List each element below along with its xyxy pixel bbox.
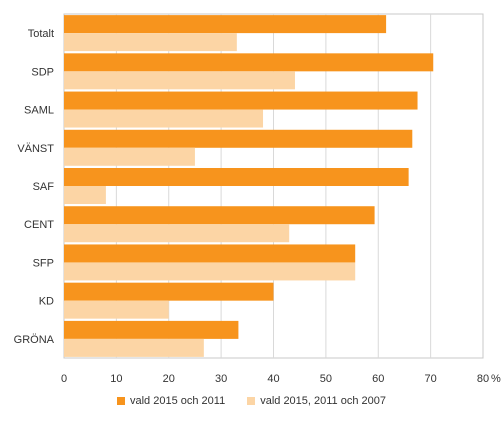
category-label-sdp: SDP: [31, 66, 54, 78]
legend: vald 2015 och 2011 vald 2015, 2011 och 2…: [0, 395, 503, 407]
bar-sdp-series-2: [64, 71, 295, 90]
category-label-vänst: VÄNST: [17, 143, 54, 155]
bar-saf-series-2: [64, 186, 106, 204]
bar-sfp-series-1: [64, 244, 356, 263]
bar-kd-series-1: [64, 282, 274, 301]
category-label-cent: CENT: [24, 219, 54, 231]
bar-vänst-series-2: [64, 147, 195, 166]
x-tick-label-40: 40: [267, 373, 279, 385]
bar-cent-series-1: [64, 206, 375, 225]
bar-vänst-series-1: [64, 129, 413, 148]
legend-swatch-series-1: [116, 397, 125, 405]
bar-sdp-series-1: [64, 53, 434, 72]
bar-saml-series-2: [64, 109, 264, 128]
x-tick-label-60: 60: [372, 373, 384, 385]
bar-sfp-series-2: [64, 262, 356, 281]
bars: [64, 15, 434, 357]
legend-swatch-series-2: [247, 397, 256, 405]
x-tick-label-70: 70: [425, 373, 437, 385]
bar-saml-series-1: [64, 91, 418, 110]
legend-label-series-2: vald 2015, 2011 och 2007: [260, 395, 386, 407]
category-label-saf: SAF: [33, 181, 55, 193]
category-label-sfp: SFP: [33, 257, 54, 269]
category-label-saml: SAML: [24, 105, 54, 117]
bar-kd-series-2: [64, 300, 169, 319]
x-tick-label-10: 10: [110, 373, 122, 385]
bar-gröna-series-1: [64, 320, 239, 339]
x-tick-label-20: 20: [163, 373, 175, 385]
x-tick-label-0: 0: [61, 373, 67, 385]
legend-item-series-1: vald 2015 och 2011: [116, 395, 226, 407]
bar-saf-series-1: [64, 168, 409, 186]
x-tick-label-50: 50: [320, 373, 332, 385]
x-tick-label-30: 30: [215, 373, 227, 385]
bar-totalt-series-2: [64, 33, 237, 52]
category-label-totalt: Totalt: [28, 28, 54, 40]
x-tick-label-80: 80: [477, 373, 489, 385]
bar-cent-series-2: [64, 224, 290, 243]
bar-gröna-series-2: [64, 338, 204, 357]
bar-totalt-series-1: [64, 15, 387, 34]
legend-item-series-2: vald 2015, 2011 och 2007: [247, 395, 386, 407]
x-unit-label: %: [491, 373, 501, 385]
x-tick-labels: 0 10 20 30 40 50 60 70 80: [61, 373, 489, 385]
category-labels: Totalt SDP SAML VÄNST SAF CENT SFP KD GRÖNA: [14, 28, 55, 346]
category-label-gröna: GRÖNA: [14, 334, 55, 346]
legend-label-series-1: vald 2015 och 2011: [129, 395, 226, 407]
category-label-kd: KD: [39, 296, 54, 308]
